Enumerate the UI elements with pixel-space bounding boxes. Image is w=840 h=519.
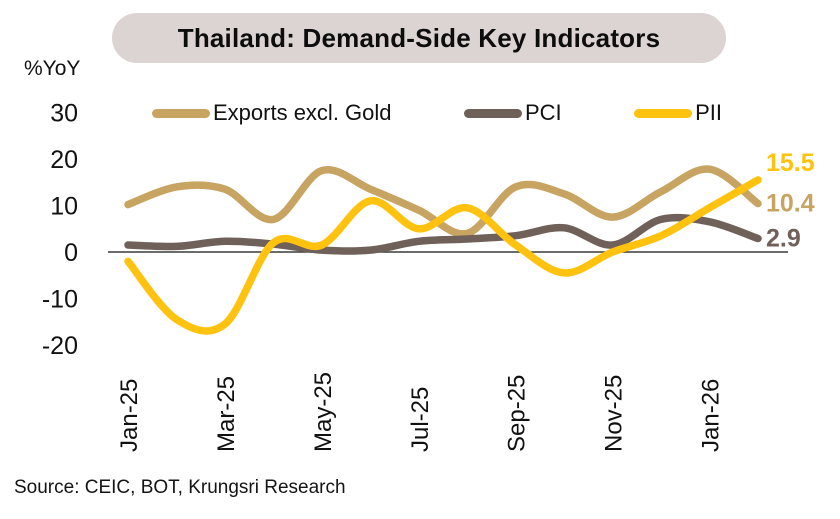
y-tick-label: -20 (42, 332, 78, 360)
y-tick-label: -10 (42, 286, 78, 314)
x-tick-label: Jan-26 (698, 379, 725, 452)
legend-item-exports: Exports excl. Gold (152, 100, 392, 126)
y-axis-unit-label: %YoY (24, 57, 81, 80)
series-line-pci (124, 213, 762, 255)
series-line-pii (124, 176, 762, 335)
x-tick-label: Jan-25 (116, 379, 143, 452)
legend-label-pii: PII (695, 100, 722, 125)
chart-title: Thailand: Demand-Side Key Indicators (177, 22, 661, 53)
legend-item-pii: PII (634, 100, 722, 126)
series-end-value-label: 15.5 (766, 149, 815, 177)
legend-label-pci: PCI (524, 100, 562, 125)
pci-line-swatch (463, 108, 522, 118)
y-tick-label: 10 (50, 193, 78, 221)
x-tick-label: Mar-25 (213, 376, 240, 452)
chart-title-pill: Thailand: Demand-Side Key Indicators (112, 13, 726, 63)
x-tick-label: Jul-25 (407, 387, 434, 452)
x-tick-label: Sep-25 (504, 375, 531, 452)
pii-line-swatch (634, 108, 693, 118)
series-end-value-label: 2.9 (766, 225, 801, 253)
legend-label-exports: Exports excl. Gold (213, 100, 392, 125)
exports-line-swatch (152, 108, 210, 118)
y-tick-label: 20 (50, 146, 78, 174)
y-tick-label: 30 (50, 100, 78, 128)
source-note: Source: CEIC, BOT, Krungsri Research (14, 477, 346, 498)
y-tick-label: 0 (64, 239, 78, 267)
legend-item-pci: PCI (463, 100, 562, 126)
series-end-value-label: 10.4 (766, 190, 815, 218)
legend: Exports excl. Gold PCI PII (152, 100, 722, 126)
series-line-exports-excl-gold (124, 165, 762, 238)
x-tick-label: Nov-25 (601, 375, 628, 452)
x-tick-label: May-25 (310, 372, 337, 452)
